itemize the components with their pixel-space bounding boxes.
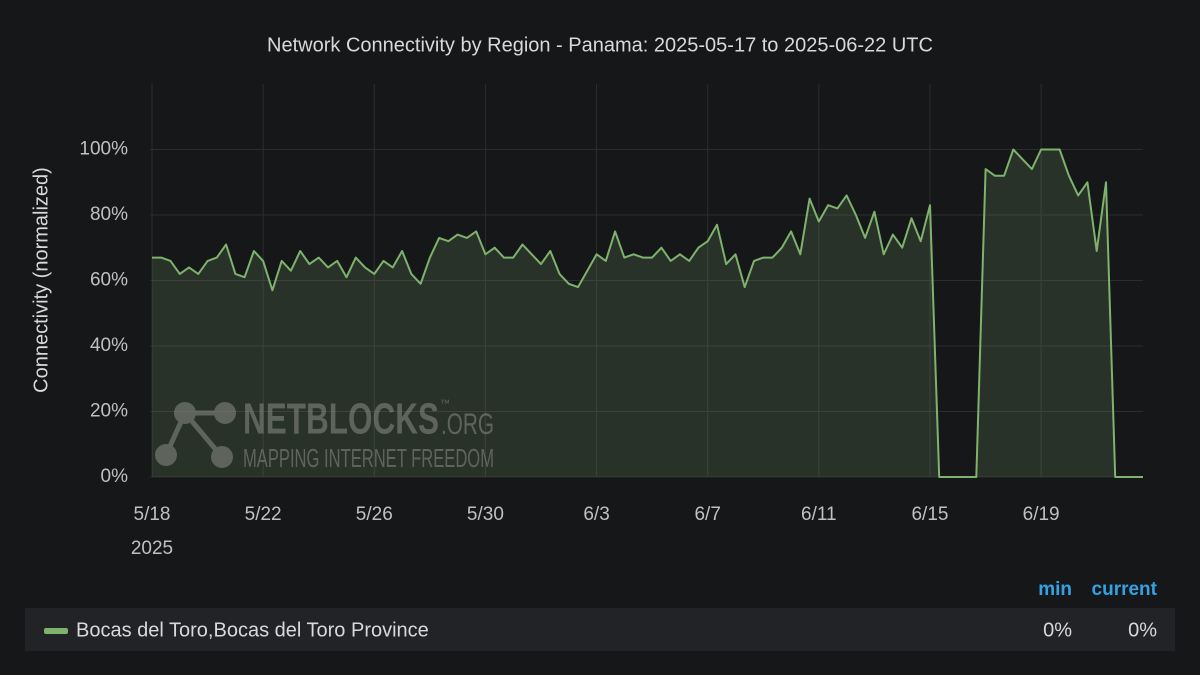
y-tick-label: 0%	[101, 466, 129, 487]
watermark-mark: ™	[440, 399, 450, 410]
watermark-suffix: .ORG	[441, 408, 494, 441]
x-tick-label: 5/30	[467, 504, 504, 525]
y-tick-label: 20%	[90, 401, 128, 422]
x-tick-label: 6/7	[694, 504, 720, 525]
line	[152, 148, 1143, 478]
x-tick-label: 6/3	[583, 504, 609, 525]
x-year-label: 2025	[131, 538, 173, 559]
legend-column: current	[1092, 579, 1158, 600]
watermark: NETBLOCKS .ORG ™ MAPPING INTERNET FREEDO…	[155, 395, 494, 473]
watermark-tagline: MAPPING INTERNET FREEDOM	[243, 443, 494, 473]
y-tick-label: 100%	[79, 139, 128, 160]
watermark-dots	[155, 402, 236, 468]
legend-column: min	[1038, 579, 1072, 600]
watermark-name: NETBLOCKS	[243, 395, 439, 444]
y-tick-label: 80%	[90, 204, 128, 225]
legend-entry: Bocas del Toro,Bocas del Toro Province	[76, 619, 429, 641]
legend-value: 0%	[1043, 619, 1072, 641]
chart-title: Network Connectivity by Region - Panama:…	[267, 34, 933, 56]
x-tick-label: 6/15	[911, 504, 948, 525]
legend-row	[25, 608, 1175, 651]
legend-swatch	[44, 628, 68, 634]
legend-value: 0%	[1128, 619, 1157, 641]
y-tick-label: 60%	[90, 270, 128, 291]
x-tick-label: 5/22	[245, 504, 282, 525]
y-tick-label: 40%	[90, 335, 128, 356]
x-tick-label: 6/19	[1023, 504, 1060, 525]
area	[152, 149, 1143, 477]
x-tick-label: 5/26	[356, 504, 393, 525]
x-tick-label: 5/18	[134, 504, 171, 525]
y-axis-label: Connectivity (normalized)	[30, 167, 52, 393]
x-tick-label: 6/11	[801, 504, 837, 525]
